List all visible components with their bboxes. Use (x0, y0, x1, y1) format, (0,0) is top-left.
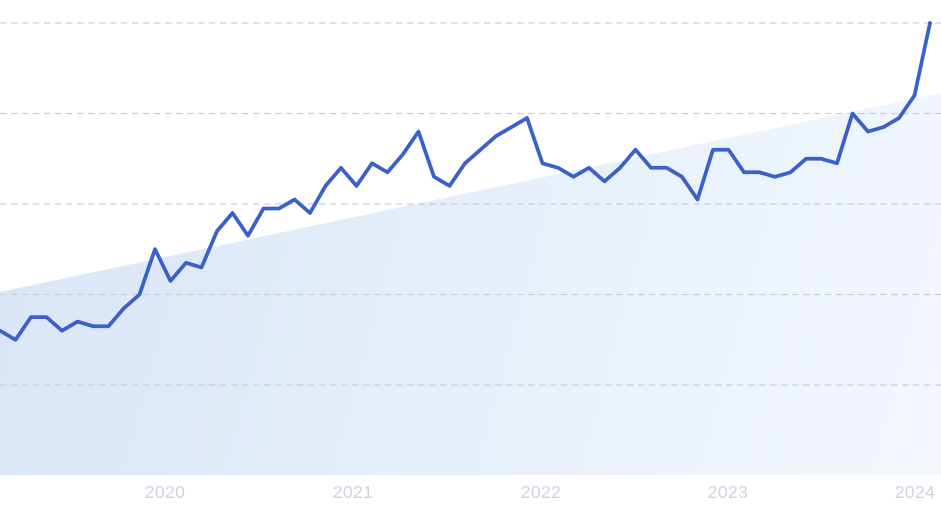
x-axis-label-2020: 2020 (144, 482, 186, 502)
x-axis-label-2021: 2021 (332, 482, 374, 502)
background-wedge (0, 93, 941, 475)
trend-line (0, 21, 932, 342)
gridlines (0, 22, 941, 386)
x-axis: 2020 2021 2022 2023 2024 (0, 481, 941, 507)
x-axis-label-2023: 2023 (707, 482, 749, 502)
x-axis-label-2022: 2022 (520, 482, 562, 502)
x-axis-label-2024: 2024 (894, 482, 936, 502)
